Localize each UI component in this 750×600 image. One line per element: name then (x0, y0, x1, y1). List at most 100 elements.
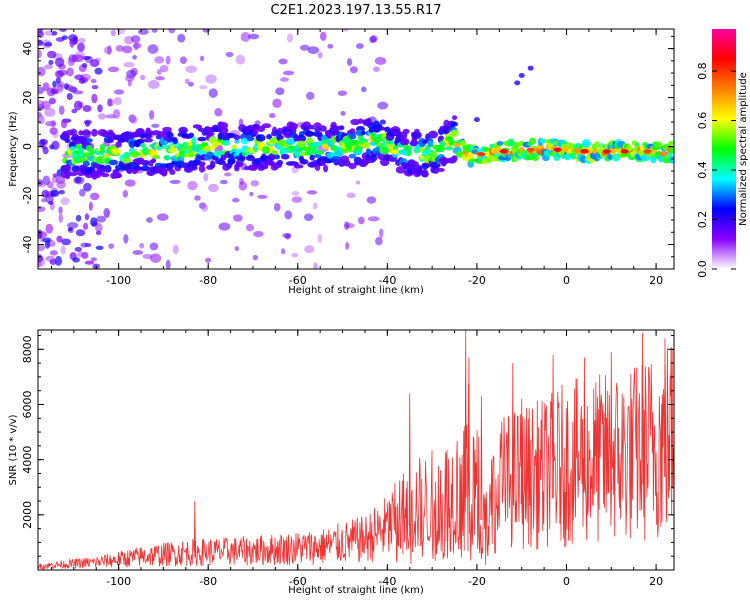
spectrogram-cell (104, 164, 112, 173)
spectrogram-cell (213, 150, 223, 157)
spectrogram-noise-cell (303, 213, 314, 222)
spectrogram-cell (293, 164, 304, 169)
spectrogram-cell (353, 145, 362, 153)
spectrogram-peak-cell (553, 147, 562, 152)
spectrogram-cell (274, 154, 281, 160)
spectrogram-noise-cell (346, 58, 353, 67)
x-tick-label: 0 (563, 575, 570, 588)
spectrogram-cell (492, 147, 503, 155)
spectrogram-cell (620, 152, 628, 158)
spectrogram-y-axis-label: Frequency (Hz) (8, 111, 19, 187)
spectrogram-noise-cell (169, 179, 181, 184)
spectrogram-cell (380, 146, 389, 155)
spectrogram-noise-cell (155, 76, 165, 81)
spectrogram-cell (227, 157, 236, 165)
spectrogram-noise-cell (69, 37, 75, 48)
spectrogram-noise-cell (60, 118, 68, 129)
spectrogram-cell (348, 153, 357, 159)
spectrogram-noise-cell (97, 104, 103, 113)
spectrogram-cell (222, 140, 230, 146)
spectrogram-noise-cell (82, 62, 88, 68)
spectrogram-cell (91, 128, 98, 137)
spectrogram-noise-cell (179, 56, 187, 65)
spectrogram-noise-cell (275, 87, 285, 96)
spectrogram-cell (626, 144, 632, 152)
spectrogram-noise-cell (223, 172, 232, 177)
spectrogram-cell (581, 139, 591, 148)
spectrogram-noise-cell (55, 77, 61, 84)
spectrogram-cell (101, 172, 110, 178)
spectrogram-cell (539, 138, 547, 144)
spectrogram-noise-cell (159, 64, 169, 73)
spectrogram-cell (122, 157, 132, 164)
spectrogram-cell (594, 140, 600, 148)
spectrogram-cell (659, 151, 669, 157)
spectrogram-cell (65, 129, 76, 136)
spectrogram-noise-cell (89, 59, 100, 68)
spectrogram-cell (414, 128, 420, 134)
spectrogram-noise-cell (122, 45, 133, 54)
spectrogram-cell (82, 160, 90, 167)
spectrogram-cell (357, 118, 364, 124)
colorbar-tick-label: 0.0 (696, 260, 709, 278)
spectrogram-noise-cell (84, 260, 95, 265)
spectrogram-noise-cell (257, 194, 268, 199)
spectrogram-cell (365, 148, 372, 155)
spectrogram-noise-cell (272, 98, 282, 108)
spectrogram-noise-cell (95, 230, 102, 236)
spectrogram-noise-cell (48, 97, 56, 105)
spectrogram-cell (496, 141, 504, 146)
spectrogram-noise-cell (379, 228, 384, 238)
spectrogram-noise-cell (60, 245, 66, 255)
spectrogram-cell (195, 143, 204, 152)
spectrogram-cell (428, 130, 438, 139)
snr-ticks: -100 -80 -60 -40 -20 0 20 2000 4000 6000 8000 (21, 330, 674, 588)
spectrogram-noise-cell (312, 202, 318, 210)
snr-axes-frame (37, 329, 675, 571)
spectrogram-noise-cell (49, 250, 59, 256)
spectrogram-cell (473, 117, 480, 123)
spectrogram-noise-cell (344, 221, 350, 231)
spectrogram-noise-cell (194, 195, 201, 201)
spectrogram-cell (239, 155, 246, 162)
spectrogram-cell (164, 155, 170, 161)
snr-y-axis-label: SNR (10 * v/v) (8, 414, 19, 485)
spectrogram-noise-cell (58, 189, 65, 195)
spectrogram-peak-cell (602, 149, 611, 154)
spectrogram-cell (394, 129, 402, 137)
spectrogram-noise-cell (151, 29, 158, 33)
spectrogram-noise-cell (55, 70, 64, 79)
spectrogram-cell (514, 80, 521, 86)
spectrogram-cell (340, 149, 348, 154)
spectrogram-cell (507, 138, 515, 147)
spectrogram-noise-cell (60, 197, 70, 206)
spectrogram-noise-cell (52, 80, 57, 88)
spectrogram-noise-cell (67, 57, 75, 67)
y-tick-label: 4000 (21, 446, 34, 474)
spectrogram-noise-cell (340, 110, 346, 116)
spectrogram-cell (79, 136, 89, 144)
spectrogram-cell (459, 140, 466, 146)
spectrogram-cell (531, 154, 539, 162)
spectrogram-noise-cell (252, 254, 259, 261)
spectrogram-noise-cell (172, 244, 179, 255)
spectrogram-noise-cell (343, 29, 349, 32)
spectrogram-cell (92, 170, 102, 176)
spectrogram-cell (209, 160, 216, 169)
spectrogram-noise-cell (269, 112, 276, 119)
spectrogram-cell (296, 140, 307, 148)
spectrogram-noise-cell (61, 35, 68, 40)
spectrogram-cell (81, 130, 92, 135)
spectrogram-noise-cell (185, 65, 198, 73)
spectrogram-noise-cell (139, 242, 145, 249)
spectrogram-cell (276, 127, 284, 136)
spectrogram-noise-cell (282, 70, 295, 76)
spectrogram-cell (126, 169, 133, 174)
spectrogram-noise-cell (90, 78, 97, 84)
spectrogram-noise-cell (151, 123, 160, 128)
spectrogram-noise-cell (41, 189, 50, 198)
spectrogram-noise-cell (113, 89, 125, 95)
spectrogram-cell (528, 137, 536, 145)
spectrogram-noise-cell (234, 246, 239, 252)
spectrogram-cell (234, 139, 240, 144)
